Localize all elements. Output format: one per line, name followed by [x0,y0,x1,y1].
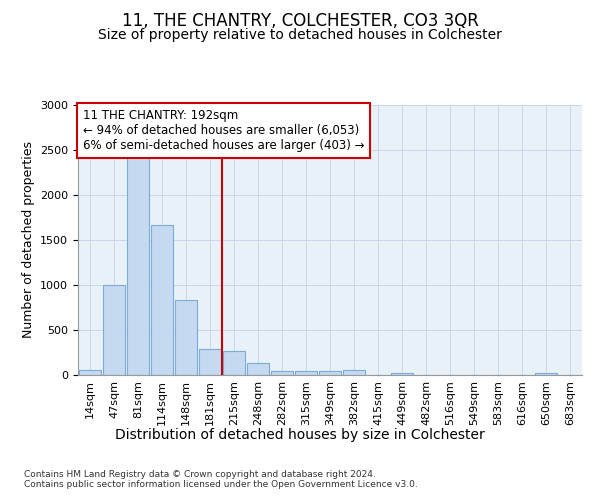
Bar [223,350,245,375]
Text: Distribution of detached houses by size in Colchester: Distribution of detached houses by size … [115,428,485,442]
Text: 11, THE CHANTRY, COLCHESTER, CO3 3QR: 11, THE CHANTRY, COLCHESTER, CO3 3QR [122,12,478,30]
Bar [535,373,557,375]
Text: Size of property relative to detached houses in Colchester: Size of property relative to detached ho… [98,28,502,42]
Bar [175,300,197,375]
Bar [295,372,317,375]
Bar [391,373,413,375]
Bar [127,154,149,375]
Bar [343,370,365,375]
Bar [79,370,101,375]
Bar [199,349,221,375]
Bar [247,364,269,375]
Bar [103,285,125,375]
Bar [151,224,173,375]
Text: 11 THE CHANTRY: 192sqm
← 94% of detached houses are smaller (6,053)
6% of semi-d: 11 THE CHANTRY: 192sqm ← 94% of detached… [83,109,365,152]
Bar [319,372,341,375]
Text: Contains HM Land Registry data © Crown copyright and database right 2024.
Contai: Contains HM Land Registry data © Crown c… [24,470,418,490]
Bar [271,372,293,375]
Y-axis label: Number of detached properties: Number of detached properties [22,142,35,338]
